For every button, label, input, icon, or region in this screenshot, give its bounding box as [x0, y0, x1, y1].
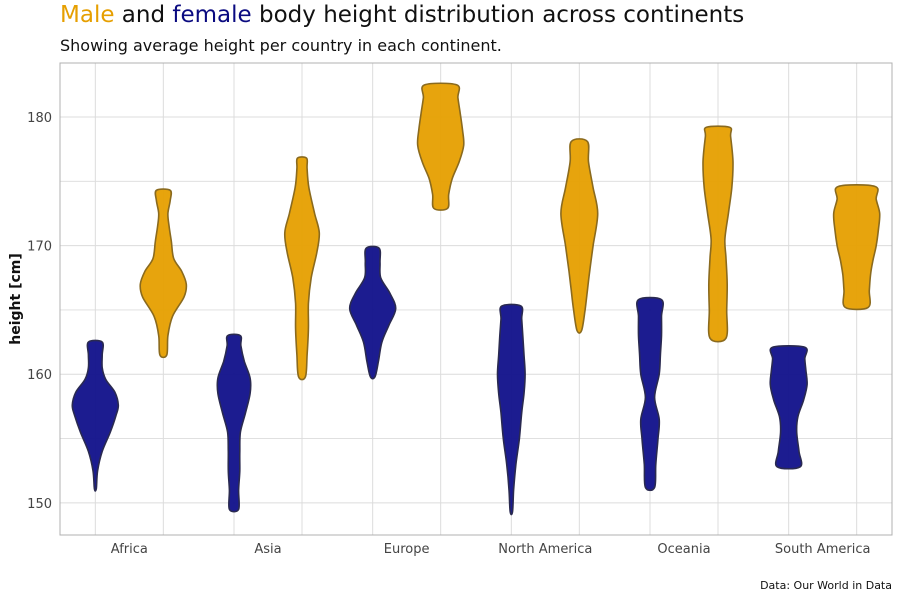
male-violin-north-america — [560, 138, 599, 334]
male-violin-south-america — [832, 184, 881, 311]
x-tick-label: Asia — [254, 542, 281, 557]
panel-border — [59, 62, 893, 536]
chart-title: Male and female body height distribution… — [60, 2, 744, 28]
female-violin-north-america — [496, 303, 526, 516]
x-tick-label: North America — [498, 542, 592, 557]
female-violin-asia — [216, 333, 252, 513]
data-source-caption: Data: Our World in Data — [760, 579, 892, 592]
title-male-word: Male — [60, 2, 115, 28]
male-violin-oceania — [702, 125, 734, 343]
x-tick-label: Africa — [111, 542, 148, 557]
female-violin-europe — [348, 245, 397, 380]
grid-layer — [60, 63, 892, 535]
title-female-word: female — [172, 2, 252, 28]
female-violin-south-america — [769, 344, 808, 470]
violin-layer — [71, 82, 881, 516]
female-violin-oceania — [636, 296, 664, 492]
x-tick-label: South America — [775, 542, 871, 557]
title-and-word: and — [114, 2, 173, 28]
female-violin-africa — [71, 339, 120, 492]
axis-layer: 150 160 170 180 Africa Asia Europe North Americ… — [27, 111, 870, 557]
male-violin-asia — [283, 156, 321, 381]
y-axis-title: height [cm] — [8, 253, 24, 345]
male-violin-europe — [416, 82, 465, 211]
title-rest: body height distribution across continen… — [251, 2, 745, 28]
y-tick-label: 180 — [27, 111, 52, 126]
male-violin-africa — [139, 188, 188, 359]
x-tick-label: Oceania — [657, 542, 710, 557]
y-tick-label: 150 — [27, 497, 52, 512]
x-tick-label: Europe — [384, 542, 430, 557]
y-tick-label: 170 — [27, 240, 52, 255]
chart-subtitle: Showing average height per country in ea… — [60, 36, 502, 55]
y-tick-label: 160 — [27, 368, 52, 383]
